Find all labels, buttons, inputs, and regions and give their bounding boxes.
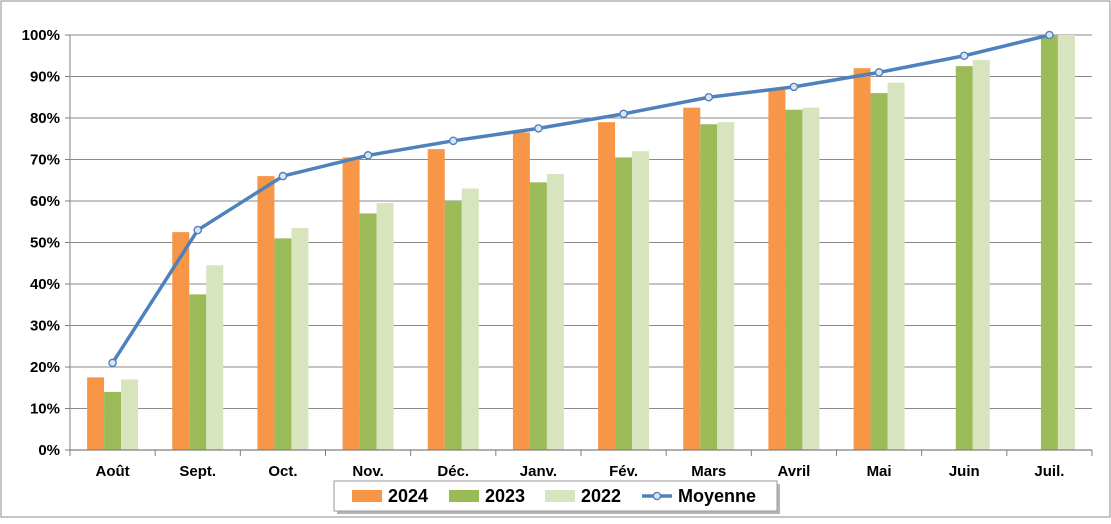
y-tick-label: 100% <box>22 27 60 44</box>
bar-2023-9 <box>870 93 888 450</box>
point-Moyenne-5 <box>534 124 543 133</box>
x-tick-label: Juil. <box>1034 463 1064 480</box>
legend-label-2024: 2024 <box>388 486 428 506</box>
point-Moyenne-1 <box>193 225 203 235</box>
point-Moyenne-7 <box>704 92 714 102</box>
point-Moyenne-6 <box>619 109 628 119</box>
y-tick-label: 40% <box>30 276 60 293</box>
bar-2022-5 <box>546 174 564 450</box>
point-Moyenne-0 <box>108 358 117 368</box>
x-tick-label: Sept. <box>179 463 216 480</box>
axes: 0% 10% 20% 30% 40% 50% 60% 70% 80% 90% 100% Août Sep… <box>22 27 1093 480</box>
x-tick-label: Août <box>96 463 130 480</box>
bar-2022-6 <box>632 151 650 450</box>
bar-2023-4 <box>444 201 462 450</box>
bar-2022-7 <box>717 122 735 451</box>
legend-label-2022: 2022 <box>581 486 621 506</box>
bar-2024-0 <box>87 377 105 450</box>
bar-2023-3 <box>359 213 377 450</box>
bar-2023-1 <box>189 294 207 450</box>
y-tick-label: 80% <box>30 110 60 127</box>
y-tick-label: 50% <box>30 235 60 252</box>
point-Moyenne-11 <box>1045 30 1054 40</box>
legend-swatch-2024 <box>352 490 382 502</box>
point-Moyenne-8 <box>789 82 799 92</box>
bar-2023-7 <box>700 124 718 450</box>
y-tick-label: 0% <box>38 442 60 459</box>
bar-marks <box>87 35 1075 451</box>
bar-2023-8 <box>785 109 803 450</box>
legend-marker-Moyenne <box>652 491 662 501</box>
bar-2024-3 <box>342 157 360 451</box>
average-line <box>108 30 1054 368</box>
y-tick-label: 60% <box>30 193 60 210</box>
bar-2024-8 <box>768 88 786 450</box>
bar-2024-9 <box>853 68 871 450</box>
legend-label-2023: 2023 <box>485 486 525 506</box>
x-tick-label: Mai <box>867 463 892 480</box>
bar-2024-1 <box>172 232 190 450</box>
y-tick-label: 30% <box>30 318 60 335</box>
bar-2022-11 <box>1057 35 1075 450</box>
bar-2024-4 <box>427 149 445 450</box>
bar-2022-1 <box>206 265 224 450</box>
x-tick-label: Nov. <box>352 463 383 480</box>
legend-swatch-2023 <box>449 490 479 502</box>
legend-label-Moyenne: Moyenne <box>678 486 756 506</box>
bar-2022-4 <box>461 188 479 451</box>
bar-2022-8 <box>802 107 820 450</box>
bar-2023-5 <box>529 182 547 450</box>
line-Moyenne <box>111 33 1050 364</box>
point-Moyenne-4 <box>448 136 458 146</box>
bar-2022-0 <box>121 379 139 450</box>
x-tick-label: Avril <box>778 463 811 480</box>
x-tick-label: Janv. <box>520 463 557 480</box>
point-Moyenne-3 <box>363 151 373 160</box>
y-tick-label: 70% <box>30 152 60 169</box>
bar-2023-10 <box>955 66 973 450</box>
y-tick-label: 10% <box>30 401 60 418</box>
x-tick-label: Juin <box>949 463 980 480</box>
point-Moyenne-2 <box>278 171 288 181</box>
legend: 2024 2023 2022 Moyenne <box>333 480 780 514</box>
bar-2022-9 <box>887 82 905 450</box>
bar-2022-3 <box>376 203 394 450</box>
bar-2024-2 <box>257 176 275 450</box>
legend-swatch-2022 <box>545 490 575 502</box>
y-tick-label: 90% <box>30 69 60 86</box>
x-tick-label: Mars <box>691 463 726 480</box>
x-tick-label: Oct. <box>268 463 297 480</box>
bar-2022-2 <box>291 227 309 450</box>
bar-2023-11 <box>1040 35 1058 450</box>
bar-2023-6 <box>615 157 633 451</box>
bar-2022-10 <box>972 59 990 451</box>
y-tick-label: 20% <box>30 359 60 376</box>
point-Moyenne-9 <box>874 68 884 77</box>
x-tick-label: Déc. <box>437 463 469 480</box>
point-Moyenne-10 <box>959 51 969 61</box>
bar-2024-6 <box>598 122 616 451</box>
bar-2023-2 <box>274 238 292 450</box>
x-tick-label: Fév. <box>609 463 638 480</box>
bar-2023-0 <box>104 391 122 450</box>
bar-2024-5 <box>512 132 530 450</box>
gridlines <box>70 34 1092 409</box>
bar-2024-7 <box>683 107 701 450</box>
